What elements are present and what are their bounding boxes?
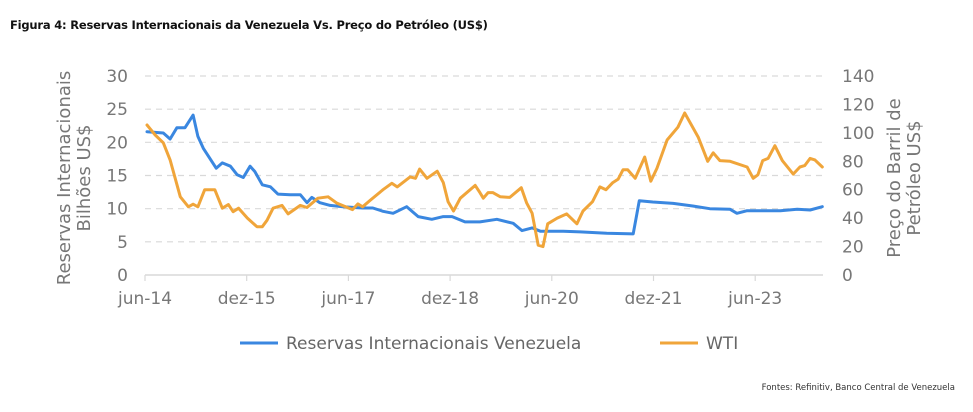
y-right-tick-label: 20 [842, 238, 864, 258]
x-tick-label: jun-17 [320, 289, 375, 309]
y-left-tick-label: 20 [106, 133, 128, 153]
y-left-axis-title: Reservas InternacionaisBilhões US$ [54, 71, 95, 286]
y-right-tick-label: 0 [842, 266, 853, 286]
y-right-tick-label: 120 [842, 95, 874, 115]
y-right-tick-label: 100 [842, 124, 874, 144]
y-right-axis-title: Preço do Barril dePetróleo US$ [884, 98, 925, 258]
chart-title: Figura 4: Reservas Internacionais da Ven… [10, 18, 488, 32]
legend-label: WTI [706, 334, 738, 354]
x-tick-label: jun-14 [117, 289, 172, 309]
x-tick-label: dez-18 [421, 289, 479, 309]
series-line-reservas [145, 113, 824, 236]
y-right-tick-label: 80 [842, 152, 864, 172]
x-tick-label: dez-15 [218, 289, 276, 309]
y-right-axis-title-line: Preço do Barril de [884, 98, 905, 258]
y-left-tick-label: 5 [117, 233, 128, 253]
x-tick-label: dez-21 [625, 289, 683, 309]
chart-source: Fontes: Refinitiv, Banco Central de Vene… [761, 383, 955, 393]
y-right-axis-title-line: Petróleo US$ [904, 120, 925, 235]
y-right-tick-label: 40 [842, 209, 864, 229]
legend-label: Reservas Internacionais Venezuela [286, 334, 581, 354]
x-tick-label: jun-20 [524, 289, 579, 309]
y-left-tick-label: 15 [106, 167, 128, 187]
y-left-tick-label: 30 [106, 67, 128, 87]
x-tick-label: jun-23 [727, 289, 782, 309]
y-left-tick-label: 25 [106, 100, 128, 120]
series-line-wti [145, 111, 824, 249]
y-left-tick-label: 0 [117, 266, 128, 286]
y-left-axis-title-line: Bilhões US$ [74, 125, 95, 232]
y-right-tick-label: 140 [842, 67, 874, 87]
y-left-tick-label: 10 [106, 200, 128, 220]
y-left-axis-title-line: Reservas Internacionais [54, 71, 75, 286]
y-right-tick-label: 60 [842, 181, 864, 201]
